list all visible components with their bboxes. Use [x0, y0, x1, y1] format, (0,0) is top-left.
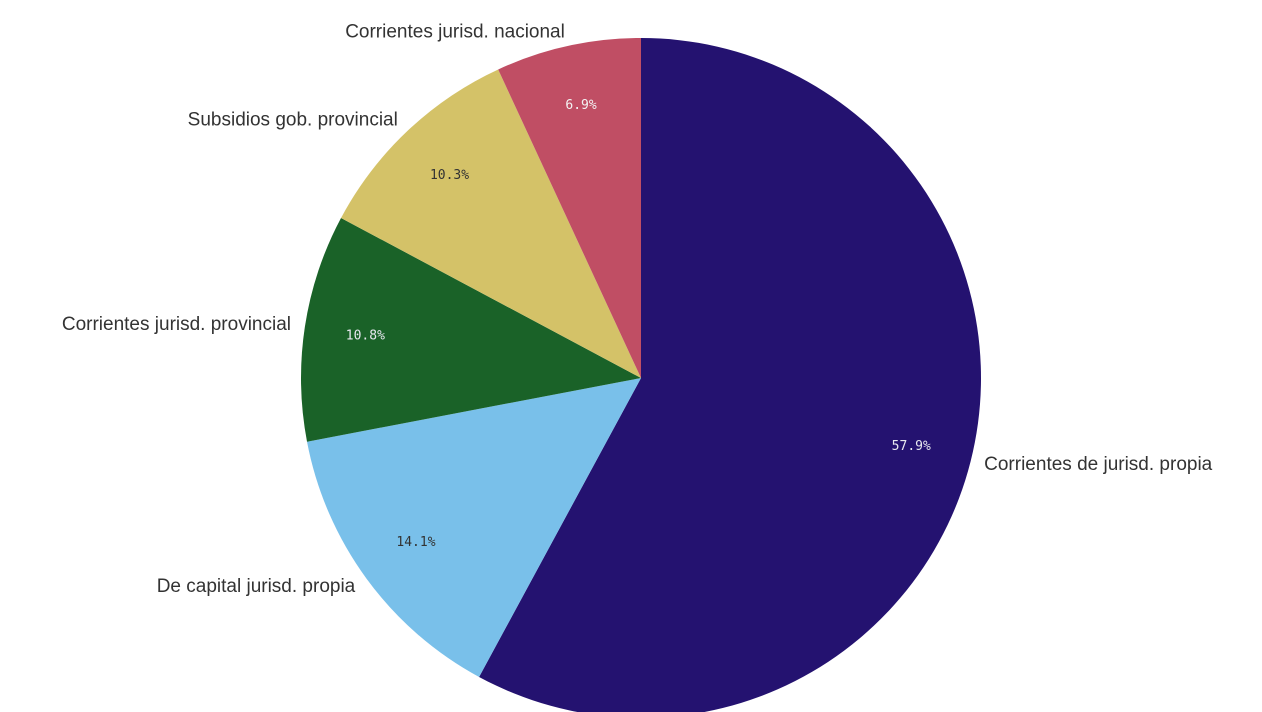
category-labels: Corrientes de jurisd. propia De capital j…: [62, 21, 1213, 597]
slice-percentage-label: 10.8%: [346, 329, 385, 344]
slice-percentage-label: 6.9%: [565, 98, 596, 113]
slice-category-label: Corrientes de jurisd. propia: [984, 454, 1213, 475]
pie-slice-corrientes-jurisd-provincial: [301, 217, 641, 442]
slice-category-label: De capital jurisd. propia: [157, 576, 356, 597]
slice-percentage-label: 14.1%: [396, 535, 435, 550]
slice-category-label: Corrientes jurisd. provincial: [62, 314, 291, 335]
slice-percentage-label: 57.9%: [892, 439, 931, 454]
pie-slice-corrientes-de-jurisd-propia: [479, 38, 981, 712]
slice-percentage-label: 10.3%: [430, 168, 469, 183]
pie-slice-corrientes-jurisd-nacional: [498, 38, 641, 378]
slice-category-label: Subsidios gob. provincial: [188, 110, 398, 131]
slice-category-label: Corrientes jurisd. nacional: [345, 21, 565, 42]
pie-slice-de-capital-jurisd-propia: [307, 378, 641, 677]
percentage-labels: 57.9% 14.1% 10.8% 10.3% 6.9%: [346, 98, 931, 550]
pie-slices: [301, 38, 981, 712]
pie-slice-subsidios-gob-provincial: [341, 69, 641, 379]
